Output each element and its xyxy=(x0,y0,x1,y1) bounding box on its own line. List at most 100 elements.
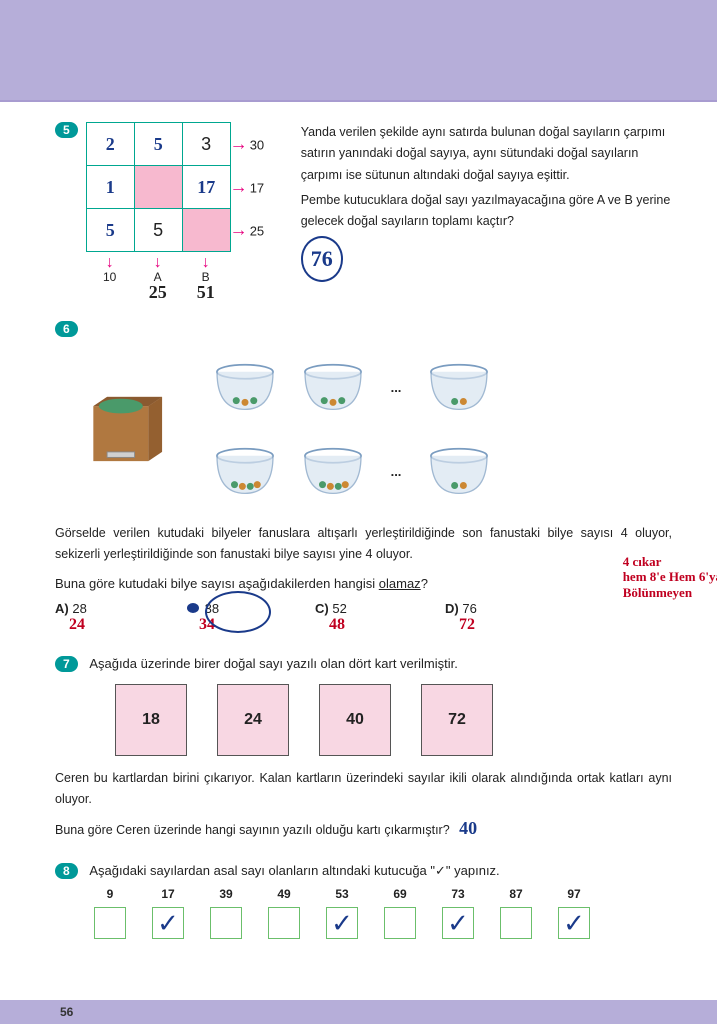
bowl-icon xyxy=(210,444,280,499)
ellipsis: ... xyxy=(391,464,402,479)
q6-question-pre: Buna göre kutudaki bilye sayısı aşağıdak… xyxy=(55,576,379,591)
prime-item: 53✓ xyxy=(322,887,362,939)
content-area: 5 2 5 3 →30 1 17 →17 xyxy=(0,102,717,939)
grid-cell: 3 xyxy=(201,134,211,154)
bowls-group: ... ... xyxy=(205,347,499,511)
prime-number: 87 xyxy=(496,887,536,901)
prime-item: 73✓ xyxy=(438,887,478,939)
bowl-icon xyxy=(210,360,280,415)
prime-number: 49 xyxy=(264,887,304,901)
handwritten-note: 48 xyxy=(329,616,445,634)
prime-checkbox[interactable]: ✓ xyxy=(442,907,474,939)
prime-item: 49 xyxy=(264,887,304,939)
option-value: 76 xyxy=(462,601,476,616)
q8-intro: Aşağıdaki sayılardan asal sayı olanların… xyxy=(89,863,499,878)
side-note-line: 4 cıkar xyxy=(623,554,717,570)
question-5: 5 2 5 3 →30 1 17 →17 xyxy=(55,122,672,303)
option-value: 52 xyxy=(332,601,346,616)
number-card: 18 xyxy=(115,684,187,756)
q5-grid-area: 2 5 3 →30 1 17 →17 xyxy=(86,122,231,303)
prime-checkbox[interactable]: ✓ xyxy=(152,907,184,939)
bowl-icon xyxy=(424,444,494,499)
page-number: 56 xyxy=(60,1005,73,1019)
circled-answer: 76 xyxy=(301,236,343,281)
prime-item: 87 xyxy=(496,887,536,939)
prime-checkbox[interactable]: ✓ xyxy=(326,907,358,939)
number-card: 24 xyxy=(217,684,289,756)
row-arrow: →30 xyxy=(230,134,264,155)
option-d: D) 76 72 xyxy=(445,601,575,634)
q5-grid: 2 5 3 →30 1 17 →17 xyxy=(86,122,231,252)
check-mark: ✓ xyxy=(563,917,585,930)
handwritten-answer: 40 xyxy=(459,818,477,838)
prime-checkbox[interactable] xyxy=(500,907,532,939)
option-label: C) xyxy=(315,601,329,616)
bowl-icon xyxy=(298,360,368,415)
col-label: 10 xyxy=(86,270,134,284)
handwritten-answer: 51 xyxy=(182,282,230,303)
option-b: 38 34 xyxy=(185,601,315,634)
page: 5 2 5 3 →30 1 17 →17 xyxy=(0,0,717,1024)
option-c: C) 52 48 xyxy=(315,601,445,634)
question-number-7: 7 xyxy=(55,656,78,672)
question-8: 8 Aşağıdaki sayılardan asal sayı olanlar… xyxy=(55,863,672,939)
prime-number: 17 xyxy=(148,887,188,901)
option-a: A) 28 24 xyxy=(55,601,185,634)
q7-question-line: Buna göre Ceren üzerinde hangi sayının y… xyxy=(55,818,672,839)
prime-number: 69 xyxy=(380,887,420,901)
q5-paragraph-1: Yanda verilen şekilde aynı satırda bulun… xyxy=(301,122,672,186)
prime-item: 97 ✓ xyxy=(554,887,594,939)
prime-checkbox[interactable] xyxy=(268,907,300,939)
prime-checkbox[interactable]: ✓ xyxy=(558,907,590,939)
grid-cell-pink xyxy=(134,166,182,209)
side-note-line: Bölünmeyen xyxy=(623,585,717,601)
page-footer: 56 xyxy=(0,1000,717,1024)
bowl-icon xyxy=(298,444,368,499)
grid-cell: 5 xyxy=(153,220,163,240)
number-card: 72 xyxy=(421,684,493,756)
handwritten-note: 24 xyxy=(69,616,185,634)
q5-paragraph-2: Pembe kutucuklara doğal sayı yazılmayaca… xyxy=(301,190,672,233)
check-mark: ✓ xyxy=(157,917,179,930)
prime-checkbox[interactable] xyxy=(210,907,242,939)
q6-paragraph-1: Görselde verilen kutudaki bilyeler fanus… xyxy=(55,523,672,566)
side-note-line: hem 8'e Hem 6'ya xyxy=(623,569,717,585)
cards-row: 18 24 40 72 xyxy=(115,684,672,756)
prime-number: 97 xyxy=(554,887,594,901)
row-arrow: →25 xyxy=(230,220,264,241)
circled-option xyxy=(205,591,271,633)
option-value: 28 xyxy=(72,601,86,616)
grid-cell-pink: →25 xyxy=(182,209,230,252)
grid-cell: 1 xyxy=(106,177,115,197)
handwritten-note: 72 xyxy=(459,616,575,634)
question-7: 7 Aşağıda üzerinde birer doğal sayı yazı… xyxy=(55,656,672,840)
prime-number: 39 xyxy=(206,887,246,901)
row-arrow: →17 xyxy=(230,177,264,198)
q7-intro: Aşağıda üzerinde birer doğal sayı yazılı… xyxy=(89,656,458,671)
prime-checkbox[interactable] xyxy=(94,907,126,939)
q6-question-post: ? xyxy=(421,576,428,591)
ellipsis: ... xyxy=(391,380,402,395)
handwritten-answer: 25 xyxy=(134,282,182,303)
q6-options: A) 28 24 38 34 C) 52 48 D) 76 xyxy=(55,601,672,634)
prime-item: 39 xyxy=(206,887,246,939)
question-number-8: 8 xyxy=(55,863,78,879)
prime-checkbox[interactable] xyxy=(384,907,416,939)
box-icon xyxy=(75,374,185,484)
check-mark: ✓ xyxy=(331,917,353,930)
header-band xyxy=(0,0,717,102)
grid-cell: 17 xyxy=(197,177,215,197)
question-number-6: 6 xyxy=(55,321,78,337)
option-label: A) xyxy=(55,601,69,616)
prime-item: 17 ✓ xyxy=(148,887,188,939)
question-number-5: 5 xyxy=(55,122,78,138)
check-mark: ✓ xyxy=(447,917,469,930)
grid-cell: 5 xyxy=(154,134,163,154)
q6-graphics: ... ... xyxy=(75,347,672,511)
q6-question-row: Buna göre kutudaki bilye sayısı aşağıdak… xyxy=(55,576,672,591)
side-note: 4 cıkar hem 8'e Hem 6'ya Bölünmeyen xyxy=(623,554,717,601)
number-card: 40 xyxy=(319,684,391,756)
q5-text: Yanda verilen şekilde aynı satırda bulun… xyxy=(301,122,672,282)
prime-item: 9 xyxy=(90,887,130,939)
marble-icon xyxy=(185,601,201,615)
